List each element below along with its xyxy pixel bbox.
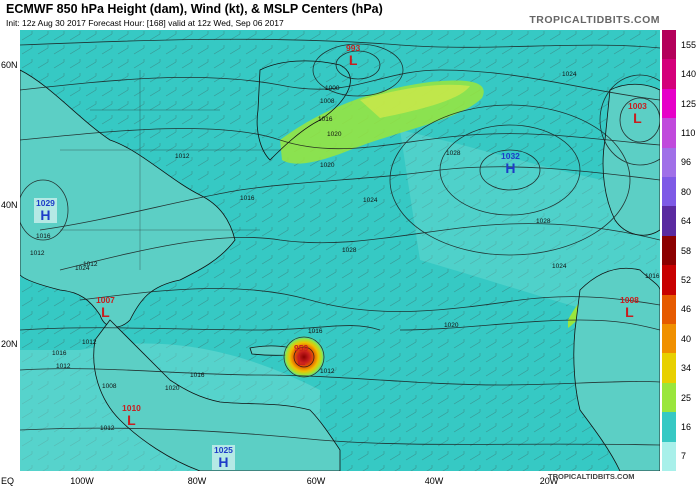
isobar-labels: 1000 1008 1016 1020 1024 1028 1012 1016 …	[30, 71, 660, 432]
colorbar-segment	[662, 88, 676, 119]
isobar-label: 1024	[562, 71, 577, 78]
isobar-label: 1008	[320, 98, 335, 105]
pressure-center-high-central-atlantic: 1032 H	[501, 151, 520, 176]
lat-label-40n: 40N	[1, 200, 18, 210]
colorbar-label: 125	[681, 98, 697, 109]
lon-label-20w: 20W	[539, 476, 559, 486]
weather-map: 1000 1008 1016 1020 1024 1028 1012 1016 …	[20, 30, 660, 471]
isobar-label: 1020	[320, 162, 335, 169]
pressure-center-low-hurricane: 959 L	[294, 343, 309, 368]
isobar-label: 1012	[83, 261, 98, 268]
colorbar-label: 52	[681, 274, 692, 285]
isobar-label: 1020	[327, 131, 342, 138]
map-subtitle: Init: 12z Aug 30 2017 Forecast Hour: [16…	[6, 18, 284, 28]
isobar-label: 1016	[645, 273, 660, 280]
colorbar-segment	[662, 235, 676, 266]
colorbar-label: 46	[681, 304, 692, 315]
isobar-label: 1016	[240, 195, 255, 202]
isobar-label: 1016	[52, 350, 67, 357]
colorbar-label: 64	[681, 216, 692, 227]
isobar-label: 1016	[308, 328, 323, 335]
colorbar-segment	[662, 353, 676, 384]
colorbar-label: 40	[681, 333, 692, 344]
colorbar-label: 140	[681, 69, 697, 80]
height-contours	[20, 38, 660, 446]
colorbar-segment	[662, 382, 676, 413]
colorbar-segment	[662, 265, 676, 296]
isobar-label: 1028	[342, 247, 357, 254]
lon-label-60w: 60W	[306, 476, 326, 486]
map-title: ECMWF 850 hPa Height (dam), Wind (kt), &…	[6, 2, 383, 16]
colorbar-label: 96	[681, 157, 692, 168]
isobar-label: 1012	[82, 339, 97, 346]
map-canvas: 1000 1008 1016 1020 1024 1028 1012 1016 …	[20, 30, 660, 471]
isobar-label: 1024	[552, 263, 567, 270]
pressure-center-high-south-america: 1025 H	[212, 445, 235, 470]
colorbar-segment	[662, 324, 676, 354]
colorbar-segment	[662, 118, 676, 149]
isobar-label: 1016	[190, 372, 205, 379]
colorbar-label: 80	[681, 186, 692, 197]
colorbar-label: 16	[681, 421, 692, 432]
labrador-coast	[256, 60, 351, 161]
colorbar-segment	[662, 147, 676, 178]
lat-label-eq: EQ	[1, 476, 15, 486]
wind-barbs	[20, 30, 660, 471]
colorbar-segment	[662, 59, 676, 90]
hurricane-wind-core	[282, 335, 326, 379]
central-south-america-landmass	[93, 319, 341, 471]
isobar-label: 1012	[100, 425, 115, 432]
colorbar-segment	[662, 412, 676, 443]
colorbar-segment	[662, 30, 676, 60]
isobar-label: 1000	[325, 85, 340, 92]
isobar-label: 1028	[446, 150, 461, 157]
isobar-label: 1012	[30, 250, 45, 257]
isobar-label: 1016	[36, 233, 51, 240]
colorbar-segment	[662, 177, 676, 207]
lat-label-60n: 60N	[1, 60, 18, 70]
colorbar-label: 155	[681, 39, 697, 50]
pressure-center-low-africa: 1008 L	[620, 295, 639, 320]
isobar-label: 1008	[102, 383, 117, 390]
isobar-label: 1016	[318, 116, 333, 123]
isobar-label: 1028	[536, 218, 551, 225]
lon-label-80w: 80W	[187, 476, 207, 486]
isobar-label: 1020	[165, 385, 180, 392]
pressure-center-low-pacific: 1010 L	[122, 403, 141, 428]
pressure-center-low-gulf: 1007 L	[96, 295, 115, 320]
brand-watermark-bottom: TROPICALTIDBITS.COM	[548, 472, 635, 481]
isobar-label: 1012	[320, 368, 335, 375]
isobar-label: 1024	[75, 265, 90, 272]
lon-label-100w: 100W	[70, 476, 94, 486]
wind-speed-colorbar	[662, 30, 676, 472]
colorbar-label: 25	[681, 392, 692, 403]
colorbar-label: 58	[681, 245, 692, 256]
brand-watermark-top: TROPICALTIDBITS.COM	[529, 14, 660, 26]
jet-core	[360, 84, 470, 118]
pressure-center-low-europe: 1003 L	[628, 101, 647, 126]
africa-landmass	[573, 267, 660, 471]
state-borders	[60, 70, 280, 270]
north-america-landmass	[20, 69, 236, 328]
pressure-center-low-labrador: 993 L	[346, 43, 361, 68]
colorbar-segment	[662, 441, 676, 472]
isobar-label: 1012	[56, 363, 71, 370]
europe-landmass	[602, 83, 660, 236]
isobar-label: 1012	[175, 153, 190, 160]
colorbar-label: 110	[681, 127, 696, 138]
colorbar-label: 34	[681, 363, 692, 374]
isobar-label: 1020	[444, 322, 459, 329]
lon-label-40w: 40W	[424, 476, 444, 486]
pressure-center-high-us: 1029 H	[34, 198, 57, 223]
colorbar-segment	[662, 206, 676, 237]
isobar-label: 1024	[363, 197, 378, 204]
lat-label-20n: 20N	[1, 339, 18, 349]
colorbar-segment	[662, 294, 676, 325]
colorbar-label: 7	[681, 451, 687, 462]
